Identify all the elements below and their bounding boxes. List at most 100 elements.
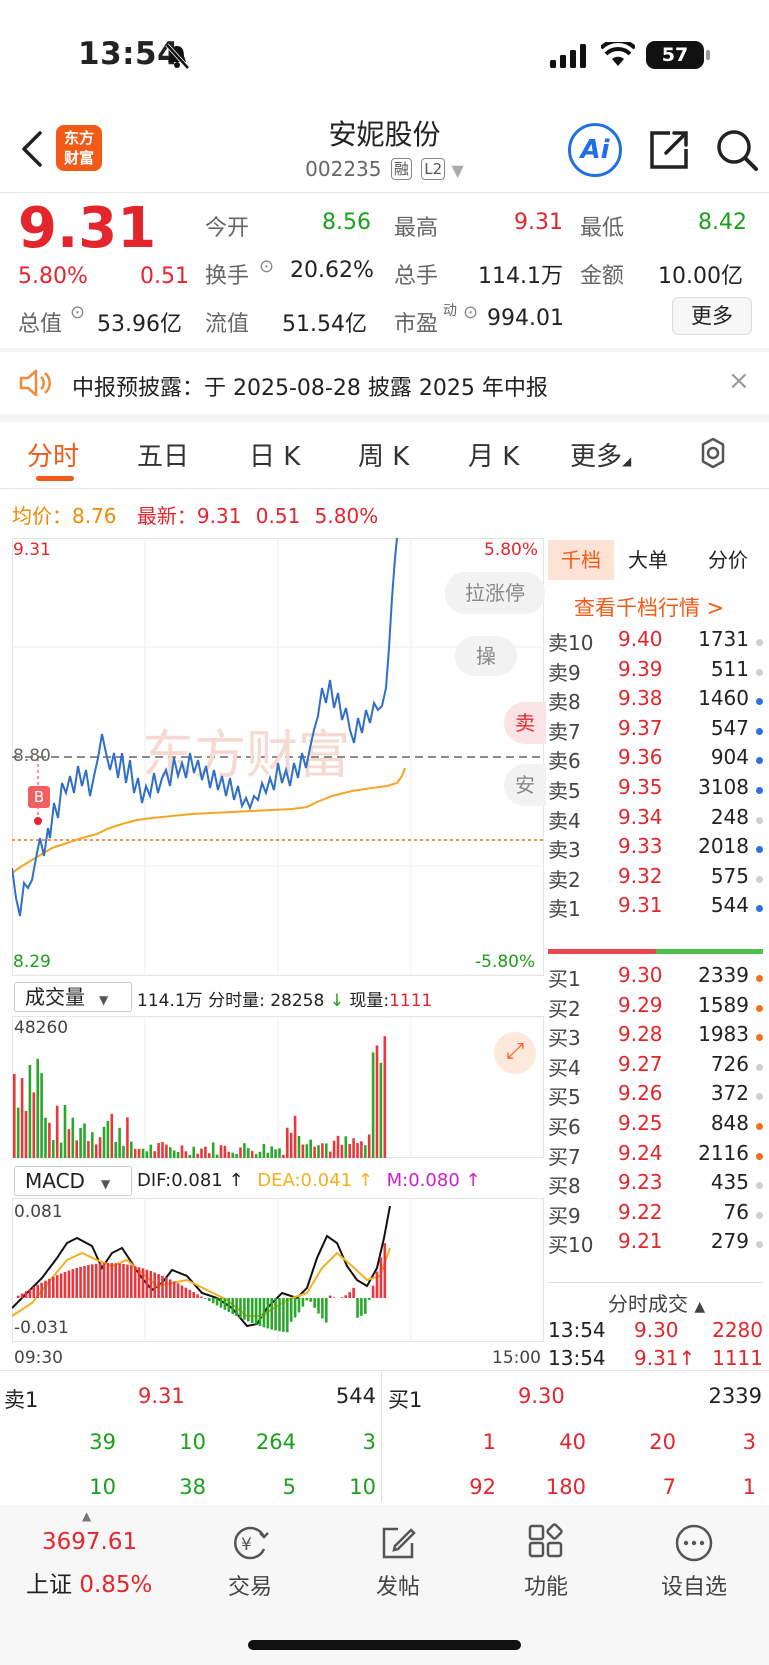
tab-price-distribution[interactable]: 分价 [708,548,748,572]
amount-label: 金额 [580,264,625,289]
bid-row[interactable]: 买3 9.28 1983 [548,1022,763,1053]
bid-level-label: 买8 [548,1174,581,1199]
back-arrow-icon[interactable] [18,129,46,169]
gear-icon[interactable] [696,436,730,470]
more-dots-icon[interactable] [674,1523,714,1563]
app-logo[interactable]: 东方 财富 [56,125,102,171]
bid-row[interactable]: 买7 9.24 2116 [548,1141,763,1172]
orderbook-cutoff [548,1280,763,1288]
search-icon[interactable] [714,127,760,173]
info-icon[interactable]: ⊙ [70,302,86,323]
ask-level-volume: 904 [710,745,749,770]
mcap-label: 总值 [18,312,63,337]
nav-post[interactable]: 发帖 [375,1575,420,1600]
view-levels-link[interactable]: 查看千档行情 > [574,596,725,620]
buy-marker-b[interactable]: B [28,786,50,808]
sell-side-button[interactable]: 卖 [504,702,546,744]
volume-info: 114.1万 分时量: 28258 ↓ 现量:1111 [137,986,432,1011]
functions-grid-icon[interactable] [526,1523,566,1563]
macd-bar [367,1298,371,1300]
buy-queue-item: 20 [649,1430,676,1454]
bid-row[interactable]: 买6 9.25 848 [548,1111,763,1142]
safe-side-button[interactable]: 安 [504,764,546,806]
macd-chart[interactable] [12,1198,544,1342]
ask-row[interactable]: 卖1 9.31 544 [548,893,763,924]
macd-bar [371,1285,375,1298]
bid-level-price: 9.23 [618,1170,663,1195]
tab-weekly-k[interactable]: 周 K [358,442,410,472]
ask-level-volume: 544 [710,893,749,918]
ask-row[interactable]: 卖10 9.40 1731 [548,627,763,658]
bid-row[interactable]: 买10 9.21 279 [548,1229,763,1260]
ask-row[interactable]: 卖4 9.34 248 [548,805,763,836]
tab-thousand-levels[interactable]: 千档 [548,540,614,580]
volume-bar [239,1147,242,1158]
bid-row[interactable]: 买1 9.30 2339 [548,963,763,994]
bid-row[interactable]: 买9 9.22 76 [548,1200,763,1231]
ask-row[interactable]: 卖7 9.37 547 [548,716,763,747]
volume-bar [110,1113,114,1158]
intraday-price-chart[interactable]: 东方财富 [12,538,544,976]
close-icon[interactable]: × [728,366,750,396]
macd-bar [137,1267,141,1298]
change-percent: 5.80% [18,264,88,289]
battery-level: 57 [661,44,689,66]
stock-code-row[interactable]: 002235 融 L2 ▼ [0,157,769,181]
trade-icon[interactable]: ¥ [230,1523,270,1563]
volume-chart[interactable] [12,1016,544,1158]
info-icon[interactable]: ⊙ [259,256,275,277]
trades-header[interactable]: 分时成交 ▲ [608,1288,705,1317]
macd-bar [110,1263,114,1298]
macd-bar [55,1275,59,1298]
volume-bar [126,1117,129,1158]
sell-queue-item: 5 [282,1475,296,1499]
volume-bar [157,1142,160,1158]
edit-post-icon[interactable] [378,1523,418,1563]
caret-icon: ◢ [622,454,632,468]
ai-button[interactable]: Ai [568,123,622,177]
ask-row[interactable]: 卖2 9.32 575 [548,864,763,895]
tab-5day[interactable]: 五日 [137,442,190,472]
ask-row[interactable]: 卖3 9.33 2018 [548,834,763,865]
bid-row[interactable]: 买8 9.23 435 [548,1170,763,1201]
bid-row[interactable]: 买2 9.29 1589 [548,993,763,1024]
macd-bar [340,1297,344,1298]
index-value[interactable]: 3697.61 [42,1529,138,1555]
divider [0,1370,769,1371]
more-button[interactable]: 更多 [672,297,752,335]
indicator-selector-volume[interactable]: 成交量 ▼ [14,982,132,1012]
indicator-selector-macd[interactable]: MACD ▼ [14,1166,132,1196]
macd-bar [243,1298,246,1320]
macd-bar [176,1283,180,1298]
tab-big-orders[interactable]: 大单 [628,548,668,572]
volume-bar [102,1126,106,1158]
ask-row[interactable]: 卖8 9.38 1460 [548,686,763,717]
index-row[interactable]: 上证 0.85% [26,1565,152,1599]
macd-bar [258,1298,262,1326]
share-icon[interactable] [648,129,690,171]
macd-bar [192,1292,195,1298]
ask-row[interactable]: 卖6 9.36 904 [548,745,763,776]
limit-up-button[interactable]: 拉涨停 [445,572,545,614]
expand-icon[interactable]: ⤢ [494,1032,536,1074]
bid-level-price: 9.26 [618,1081,663,1106]
ask-row[interactable]: 卖9 9.39 511 [548,657,763,688]
operate-button[interactable]: 操 [455,636,517,676]
nav-trade[interactable]: 交易 [227,1575,272,1600]
ask-row[interactable]: 卖5 9.35 3108 [548,775,763,806]
info-icon[interactable]: ⊙ [463,302,479,323]
bid-row[interactable]: 买5 9.26 372 [548,1081,763,1112]
tab-more[interactable]: 更多◢ [570,436,631,473]
macd-bar [36,1284,39,1298]
nav-add-watchlist[interactable]: 设自选 [660,1575,727,1600]
tab-intraday[interactable]: 分时 [27,442,80,472]
bid-level-dot [756,1211,763,1219]
float-value: 51.54亿 [282,312,367,337]
macd-bar [219,1298,223,1308]
notice-banner[interactable]: 中报预披露：于 2025-08-28 披露 2025 年中报 × [0,352,769,414]
tab-daily-k[interactable]: 日 K [249,442,301,472]
bid-row[interactable]: 买4 9.27 726 [548,1052,763,1083]
tab-monthly-k[interactable]: 月 K [468,442,520,472]
nav-functions[interactable]: 功能 [523,1575,568,1600]
volume-bar [16,1107,20,1158]
